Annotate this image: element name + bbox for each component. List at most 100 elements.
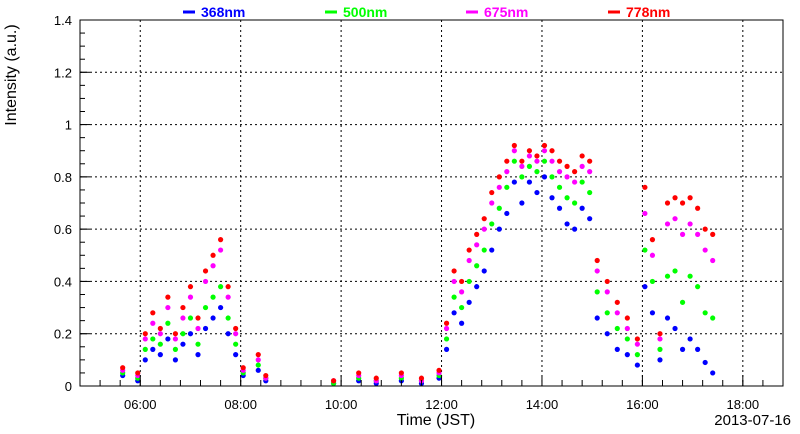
data-point-368nm — [702, 359, 708, 366]
data-point-778nm — [436, 367, 442, 373]
data-point-500nm — [165, 320, 171, 326]
data-point-368nm — [210, 315, 216, 321]
data-point-500nm — [202, 304, 209, 311]
data-point-778nm — [474, 231, 480, 237]
data-point-368nm — [556, 205, 563, 211]
data-point-500nm — [534, 169, 540, 175]
data-point-778nm — [263, 372, 269, 379]
data-point-675nm — [664, 221, 671, 227]
data-point-675nm — [233, 331, 239, 337]
date-label: 2013-07-16 — [714, 412, 791, 429]
data-point-368nm — [664, 315, 671, 321]
data-point-778nm — [195, 315, 201, 321]
data-point-778nm — [549, 148, 555, 154]
data-point-675nm — [180, 315, 186, 321]
legend-label-368nm: 368nm — [201, 4, 245, 20]
data-point-778nm — [443, 320, 450, 326]
data-point-368nm — [695, 346, 701, 352]
data-point-675nm — [556, 169, 563, 175]
data-point-368nm — [672, 325, 678, 332]
data-point-500nm — [210, 294, 216, 300]
data-point-778nm — [356, 370, 362, 376]
data-point-675nm — [642, 210, 648, 217]
data-point-778nm — [604, 278, 610, 285]
data-point-675nm — [579, 163, 585, 169]
data-point-368nm — [218, 304, 224, 311]
data-point-500nm — [504, 184, 510, 190]
data-point-675nm — [142, 336, 148, 342]
data-point-778nm — [556, 158, 563, 164]
data-point-778nm — [225, 284, 231, 290]
data-point-500nm — [642, 247, 648, 253]
data-point-500nm — [225, 315, 231, 321]
y-tick-label: 0.2 — [54, 327, 72, 342]
data-point-778nm — [695, 205, 701, 211]
data-point-500nm — [218, 284, 224, 290]
data-point-368nm — [710, 370, 716, 376]
data-point-500nm — [459, 304, 465, 311]
data-point-368nm — [526, 179, 533, 185]
data-point-500nm — [451, 294, 457, 300]
data-point-500nm — [624, 336, 630, 342]
data-point-675nm — [459, 289, 465, 295]
data-point-368nm — [549, 195, 555, 201]
data-point-778nm — [373, 375, 379, 381]
data-point-500nm — [614, 325, 620, 332]
data-point-778nm — [587, 158, 593, 164]
data-point-368nm — [451, 310, 457, 316]
data-point-675nm — [172, 336, 179, 342]
data-point-500nm — [466, 278, 472, 285]
x-tick-label: 18:00 — [727, 397, 760, 412]
data-point-778nm — [172, 331, 179, 337]
data-point-368nm — [541, 174, 548, 180]
data-point-368nm — [534, 189, 540, 196]
data-point-778nm — [451, 268, 457, 274]
data-point-778nm — [330, 378, 337, 384]
legend-label-675nm: 675nm — [484, 4, 528, 20]
grid-lines — [80, 20, 783, 386]
data-point-778nm — [240, 365, 246, 371]
data-point-368nm — [172, 357, 179, 363]
data-point-778nm — [120, 365, 126, 371]
data-point-368nm — [142, 357, 148, 363]
data-point-778nm — [150, 310, 156, 316]
data-point-778nm — [679, 200, 686, 206]
legend: 368nm 500nm 675nm 778nm — [183, 4, 670, 20]
data-point-675nm — [218, 247, 224, 253]
data-point-368nm — [195, 352, 201, 358]
data-point-778nm — [180, 304, 186, 311]
data-point-500nm — [443, 336, 450, 342]
data-point-675nm — [541, 148, 548, 154]
data-point-778nm — [459, 278, 465, 285]
data-point-778nm — [202, 268, 209, 274]
data-point-368nm — [687, 336, 693, 342]
data-point-500nm — [672, 268, 678, 274]
data-point-778nm — [634, 336, 640, 342]
data-point-675nm — [594, 268, 600, 274]
data-point-500nm — [172, 346, 179, 352]
data-point-675nm — [695, 231, 701, 237]
data-point-778nm — [526, 148, 533, 154]
data-point-675nm — [474, 242, 480, 248]
data-point-778nm — [466, 247, 472, 253]
data-point-500nm — [587, 189, 593, 196]
data-point-500nm — [649, 278, 656, 285]
data-point-778nm — [534, 153, 540, 159]
data-point-778nm — [649, 237, 656, 243]
data-point-675nm — [649, 252, 656, 258]
data-point-675nm — [255, 357, 261, 363]
data-point-368nm — [496, 226, 502, 232]
data-point-500nm — [157, 341, 163, 347]
data-point-368nm — [614, 346, 620, 352]
data-point-500nm — [474, 263, 480, 269]
data-point-675nm — [657, 336, 663, 342]
data-point-675nm — [187, 294, 194, 300]
data-point-675nm — [443, 325, 450, 332]
data-point-368nm — [634, 362, 640, 368]
data-point-675nm — [526, 153, 533, 159]
data-point-500nm — [679, 299, 686, 305]
data-point-778nm — [157, 325, 163, 332]
data-point-500nm — [150, 336, 156, 342]
data-point-778nm — [418, 375, 425, 381]
